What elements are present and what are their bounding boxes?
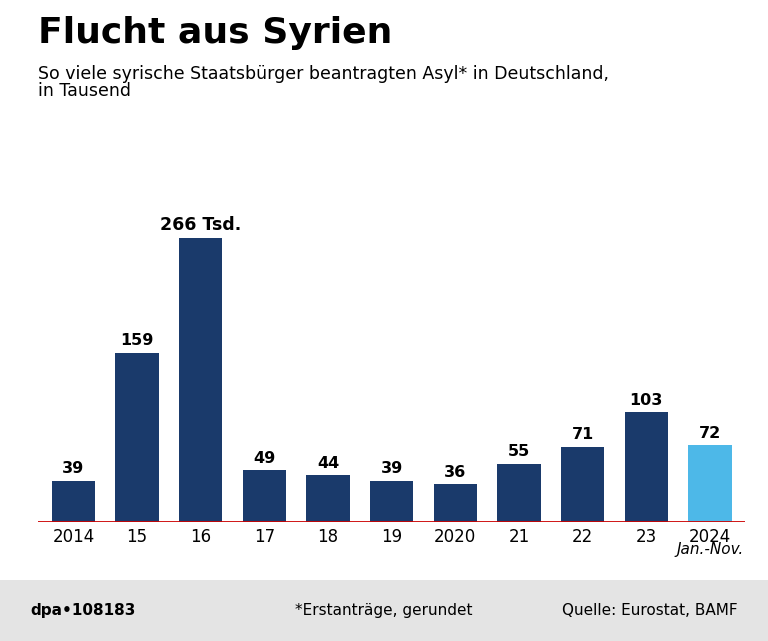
Bar <box>561 447 604 522</box>
Bar <box>243 470 286 522</box>
Text: 44: 44 <box>317 456 339 471</box>
Bar <box>51 481 95 522</box>
Text: 49: 49 <box>253 451 276 466</box>
Text: 103: 103 <box>630 393 663 408</box>
Text: 39: 39 <box>62 462 84 476</box>
Text: dpa•108183: dpa•108183 <box>31 603 136 618</box>
Text: So viele syrische Staatsbürger beantragten Asyl* in Deutschland,: So viele syrische Staatsbürger beantragt… <box>38 65 609 83</box>
Bar <box>370 481 413 522</box>
Bar <box>115 353 159 522</box>
Text: 266 Tsd.: 266 Tsd. <box>160 216 241 234</box>
Bar <box>306 476 349 522</box>
Bar <box>498 463 541 522</box>
Bar <box>688 445 732 522</box>
Text: 72: 72 <box>699 426 721 441</box>
Text: 36: 36 <box>444 465 466 479</box>
Text: Flucht aus Syrien: Flucht aus Syrien <box>38 16 392 50</box>
Text: 71: 71 <box>571 428 594 442</box>
Bar <box>434 484 477 522</box>
Text: Jan.-Nov.: Jan.-Nov. <box>677 542 743 556</box>
Bar <box>179 238 223 522</box>
Text: 55: 55 <box>508 444 530 460</box>
Text: Quelle: Eurostat, BAMF: Quelle: Eurostat, BAMF <box>561 603 737 618</box>
Text: in Tausend: in Tausend <box>38 82 131 100</box>
Text: 159: 159 <box>121 333 154 348</box>
Bar <box>624 412 668 522</box>
Text: 39: 39 <box>381 462 402 476</box>
Text: *Erstanträge, gerundet: *Erstanträge, gerundet <box>295 603 473 618</box>
